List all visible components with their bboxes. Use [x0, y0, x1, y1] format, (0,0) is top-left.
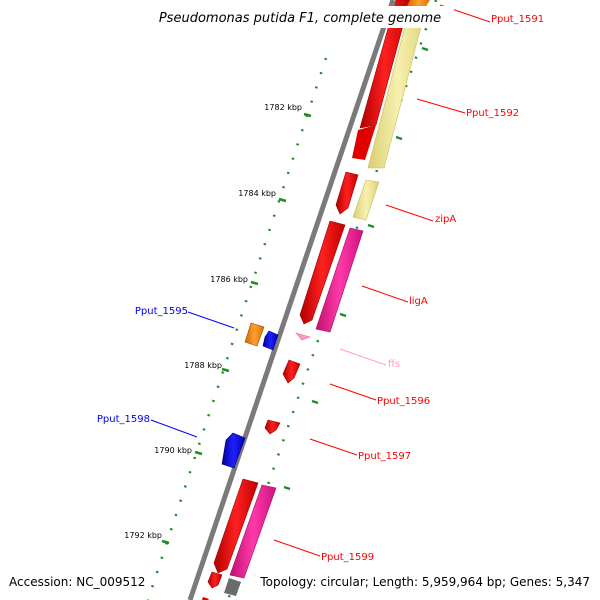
feature-bottom-cds-2[interactable]	[202, 597, 209, 600]
scale-label: 1784 kbp	[238, 189, 276, 198]
feature-bottom-cds[interactable]	[207, 571, 223, 589]
scale-tick	[250, 280, 259, 286]
scale-tick	[194, 450, 203, 456]
accession-text: Accession: NC_009512	[9, 575, 145, 589]
scale-tick	[278, 197, 287, 203]
label-pput-1595[interactable]: Pput_1595	[135, 306, 188, 317]
scale-tick	[395, 135, 403, 141]
feature-pput-1599-gene[interactable]	[229, 484, 277, 579]
scale-tick	[303, 112, 312, 118]
label-pput-1599[interactable]: Pput_1599	[321, 552, 374, 563]
feature-pput-1591-gene[interactable]	[367, 0, 429, 169]
feature-pput-1591-cds[interactable]	[352, 0, 411, 160]
scale-label: 1786 kbp	[210, 275, 248, 284]
feature-pput-1596-cds[interactable]	[282, 359, 301, 384]
scale-label: 1792 kbp	[124, 531, 162, 540]
feature-pput-1599-cds[interactable]	[213, 478, 259, 574]
label-pput-1596[interactable]: Pput_1596	[377, 396, 430, 407]
scale-label: 1782 kbp	[264, 103, 302, 112]
feature-liga-gene[interactable]	[315, 227, 364, 333]
label-zipa[interactable]: zipA	[435, 214, 456, 225]
feature-pput-1598-cds[interactable]	[221, 432, 246, 469]
leader-pput-1598	[150, 419, 198, 438]
scale-tick	[283, 485, 291, 491]
feature-pput-1591-top	[407, 0, 430, 6]
footer-backdrop-right	[256, 572, 596, 592]
scale-tick	[221, 367, 230, 373]
leader-liga	[361, 285, 409, 303]
scale-tick	[161, 539, 170, 545]
leader-pput-1592	[416, 98, 466, 114]
scale-tick	[339, 312, 347, 318]
feature-pput-1597-cds[interactable]	[264, 419, 281, 435]
genome-backbone	[187, 0, 396, 600]
label-ffs[interactable]: ffs	[388, 359, 400, 370]
feature-bottom-gene[interactable]	[224, 578, 241, 596]
feature-liga-cds[interactable]	[299, 220, 346, 325]
feature-pput-1595-cds[interactable]	[262, 330, 279, 351]
leader-pput-1597	[309, 438, 358, 456]
feature-zipa-cds[interactable]	[335, 171, 359, 215]
label-pput-1592[interactable]: Pput_1592	[466, 108, 519, 119]
footer-backdrop-left	[4, 572, 150, 592]
leader-pput-1596	[329, 383, 377, 401]
scale-tick	[367, 223, 375, 229]
label-pput-1598[interactable]: Pput_1598	[97, 414, 150, 425]
label-pput-1597[interactable]: Pput_1597	[358, 451, 411, 462]
feature-ffs-rna[interactable]	[295, 332, 311, 341]
scale-label: 1788 kbp	[184, 361, 222, 370]
leader-ffs	[339, 348, 387, 366]
leader-pput-1599	[273, 539, 321, 557]
leader-zipa	[385, 204, 434, 222]
summary-text: Topology: circular; Length: 5,959,964 bp…	[259, 575, 590, 589]
feature-zipa-gene[interactable]	[352, 179, 380, 221]
title-backdrop	[148, 6, 454, 28]
label-liga[interactable]: ligA	[409, 296, 428, 307]
scale-tick	[421, 46, 429, 52]
leader-pput-1595	[187, 311, 235, 329]
label-pput-1591[interactable]: Pput_1591	[491, 14, 544, 25]
map-title: Pseudomonas putida F1, complete genome	[159, 11, 441, 26]
feature-pput-1595-partner[interactable]	[244, 322, 265, 347]
scale-tick	[311, 399, 319, 405]
inner-guide-line	[146, 57, 328, 600]
scale-label: 1790 kbp	[154, 446, 192, 455]
